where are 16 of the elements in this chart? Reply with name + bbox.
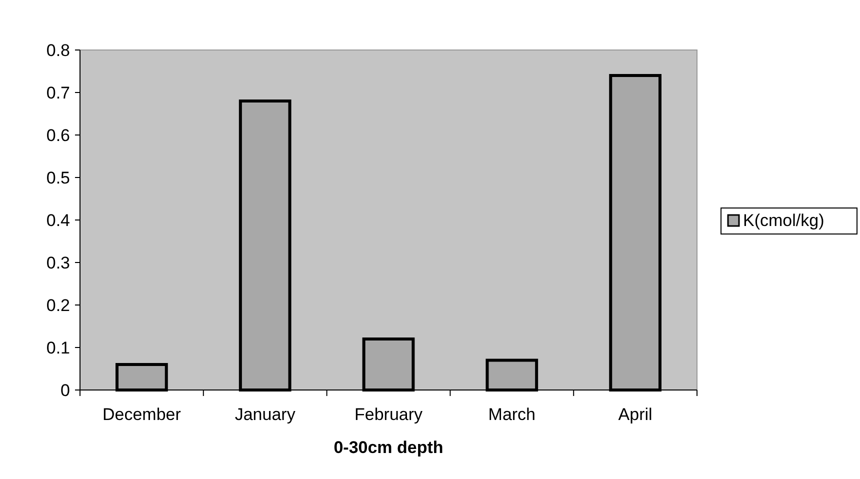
y-tick-label: 0.7 — [46, 83, 70, 102]
y-tick-label: 0.2 — [46, 296, 70, 315]
x-axis-title: 0-30cm depth — [334, 438, 444, 457]
y-tick-label: 0.6 — [46, 126, 70, 145]
legend-label: K(cmol/kg) — [743, 211, 824, 230]
x-tick-label: March — [488, 405, 536, 424]
y-tick-label: 0.8 — [46, 40, 70, 60]
x-tick-label: December — [102, 405, 182, 424]
y-tick-label: 0.4 — [46, 210, 70, 230]
x-tick-label: April — [618, 405, 652, 424]
x-tick-label: January — [234, 405, 296, 424]
y-tick-label: 0 — [60, 380, 70, 400]
x-tick-label: February — [354, 405, 424, 424]
y-tick-label: 0.5 — [46, 168, 70, 188]
y-tick-label: 0.3 — [46, 253, 70, 272]
y-tick-label: 0.1 — [46, 338, 70, 358]
